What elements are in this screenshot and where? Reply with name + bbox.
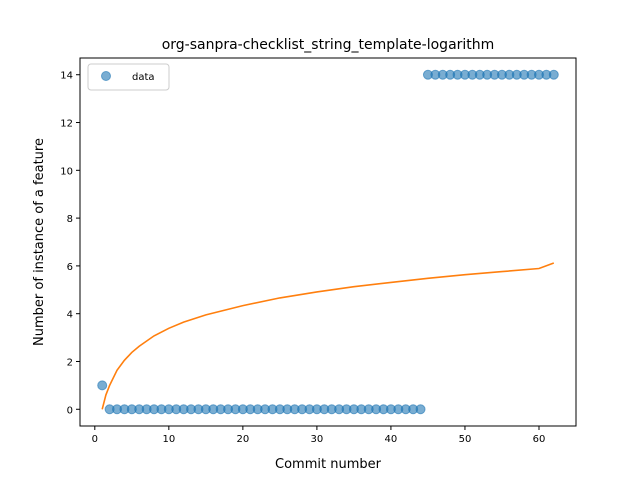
y-tick-label: 0: [67, 405, 73, 416]
y-axis-ticks: 0 2 4 6 8 10 12 14: [60, 71, 80, 416]
data-series: [97, 69, 559, 415]
y-tick-label: 2: [67, 357, 73, 368]
y-tick-label: 6: [67, 262, 73, 273]
legend-label: data: [132, 72, 155, 83]
x-axis-label: Commit number: [275, 457, 382, 472]
y-axis-label: Number of instance of a feature: [32, 138, 47, 346]
data-point: [97, 380, 108, 391]
x-axis-ticks: 0 10 20 30 40 50 60: [92, 426, 546, 445]
legend-box: [87, 63, 170, 91]
fit-series: [101, 262, 555, 410]
x-tick-label: 0: [92, 434, 98, 445]
x-tick-label: 40: [385, 434, 398, 445]
legend-marker: [101, 71, 111, 81]
x-tick-label: 60: [533, 434, 546, 445]
y-tick-label: 8: [67, 214, 73, 225]
x-tick-label: 10: [162, 434, 175, 445]
y-tick-label: 14: [60, 71, 73, 82]
y-tick-label: 10: [60, 166, 73, 177]
y-tick-label: 4: [67, 310, 73, 321]
y-tick-label: 12: [60, 119, 73, 130]
data-point: [548, 69, 559, 80]
fit-line: [101, 262, 555, 410]
data-point: [415, 404, 426, 415]
legend: data: [87, 63, 170, 91]
x-tick-label: 50: [459, 434, 472, 445]
plot-area: [79, 57, 577, 427]
plot-frame: [79, 57, 577, 427]
chart-title: org-sanpra-checklist_string_template-log…: [162, 37, 495, 53]
x-tick-label: 30: [311, 434, 324, 445]
x-tick-label: 20: [236, 434, 249, 445]
